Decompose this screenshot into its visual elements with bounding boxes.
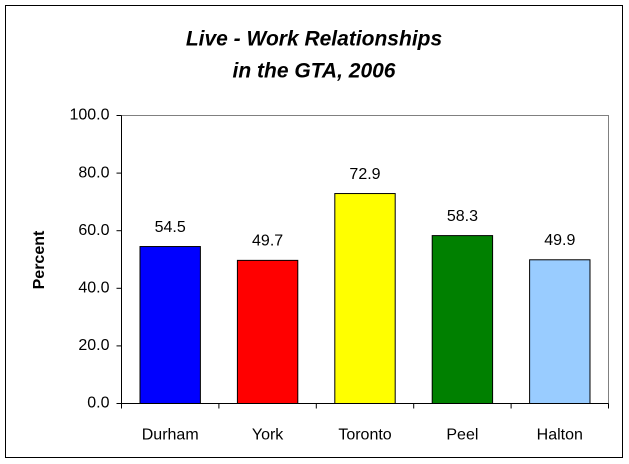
- chart-title: Live - Work Relationships: [186, 28, 442, 51]
- data-label: 54.5: [155, 219, 186, 236]
- y-tick-label: 0.0: [87, 395, 109, 412]
- chart-title: in the GTA, 2006: [233, 60, 396, 83]
- bar: [139, 246, 201, 404]
- chart-border: [5, 5, 623, 458]
- data-label: 49.9: [544, 232, 575, 249]
- bar: [431, 235, 494, 404]
- x-tick-label: Peel: [446, 427, 478, 444]
- bar: [529, 259, 591, 404]
- bar: [236, 259, 299, 405]
- data-label: 49.7: [252, 233, 283, 250]
- x-tick-label: York: [252, 427, 284, 444]
- y-tick-label: 80.0: [78, 164, 109, 181]
- y-axis-label: Percent: [31, 230, 48, 289]
- data-label: 72.9: [349, 166, 380, 183]
- y-tick-label: 40.0: [78, 280, 109, 297]
- x-tick-label: Toronto: [338, 427, 391, 444]
- y-tick-label: 20.0: [78, 337, 109, 354]
- x-tick-label: Durham: [142, 427, 199, 444]
- data-label: 58.3: [447, 208, 478, 225]
- bar: [334, 193, 396, 404]
- y-tick-label: 60.0: [78, 222, 109, 239]
- y-tick-label: 100.0: [69, 107, 109, 124]
- x-tick-label: Halton: [537, 427, 583, 444]
